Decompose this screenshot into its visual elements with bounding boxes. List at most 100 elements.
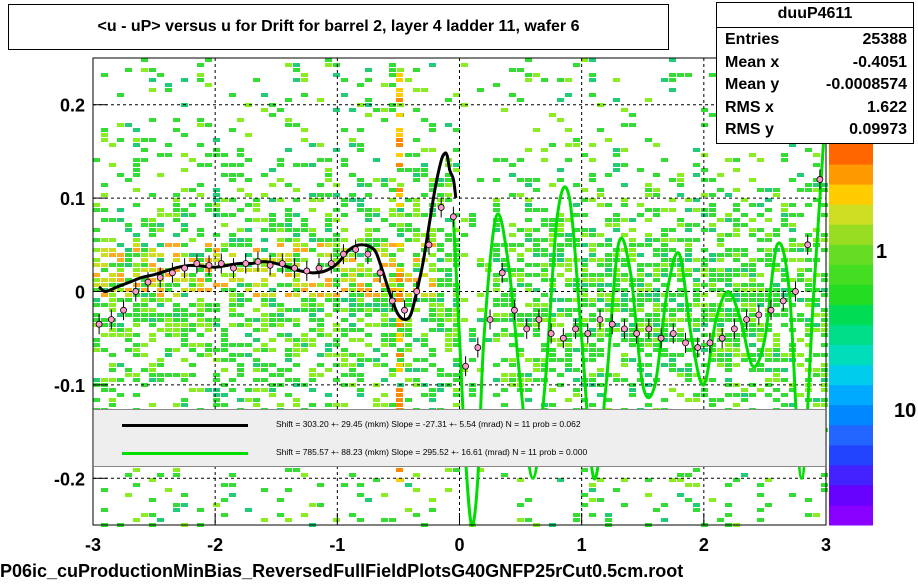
heatmap-cell <box>157 473 164 477</box>
heatmap-cell <box>381 248 388 252</box>
heatmap-cell <box>541 303 548 307</box>
heatmap-cell <box>93 278 100 282</box>
heatmap-cell <box>541 358 548 362</box>
heatmap-cell <box>381 303 388 307</box>
heatmap-cell <box>221 153 228 157</box>
heatmap-cell <box>597 383 604 387</box>
heatmap-cell <box>421 358 428 362</box>
heatmap-cell <box>557 373 564 377</box>
heatmap-cell <box>533 243 540 247</box>
heatmap-cell <box>213 398 220 402</box>
heatmap-cell <box>125 248 132 252</box>
heatmap-cell <box>805 288 812 292</box>
heatmap-cell <box>725 358 732 362</box>
heatmap-cell <box>805 268 812 272</box>
heatmap-cell <box>589 253 596 257</box>
heatmap-cell <box>621 198 628 202</box>
heatmap-cell <box>445 178 452 182</box>
heatmap-cell <box>437 308 444 312</box>
heatmap-cell <box>645 218 652 222</box>
heatmap-cell <box>285 333 292 337</box>
heatmap-cell <box>117 218 124 222</box>
heatmap-cell <box>645 338 652 342</box>
heatmap-cell <box>221 173 228 177</box>
heatmap-cell <box>237 238 244 242</box>
heatmap-cell <box>501 403 508 407</box>
profile-point <box>706 339 714 347</box>
heatmap-cell <box>717 243 724 247</box>
heatmap-cell <box>309 318 316 322</box>
heatmap-cell <box>245 333 252 337</box>
heatmap-cell <box>757 203 764 207</box>
heatmap-cell <box>709 178 716 182</box>
heatmap-cell <box>117 298 124 302</box>
heatmap-cell <box>141 158 148 162</box>
heatmap-cell <box>253 348 260 352</box>
heatmap-cell <box>205 153 212 157</box>
heatmap-cell <box>229 473 236 477</box>
heatmap-cell <box>813 273 820 277</box>
heatmap-cell <box>517 98 524 102</box>
heatmap-cell <box>629 258 636 262</box>
heatmap-cell <box>197 143 204 147</box>
heatmap-cell <box>757 338 764 342</box>
heatmap-cell <box>645 183 652 187</box>
stats-row-mean-x: Mean x -0.4051 <box>725 54 907 76</box>
heatmap-cell <box>629 253 636 257</box>
heatmap-cell <box>293 468 300 472</box>
heatmap-cell <box>109 378 116 382</box>
heatmap-cell <box>373 278 380 282</box>
heatmap-cell <box>413 278 420 282</box>
heatmap-cell <box>133 233 140 237</box>
heatmap-cell <box>245 398 252 402</box>
heatmap-cell <box>189 283 196 287</box>
heatmap-cell <box>125 258 132 262</box>
heatmap-cell <box>429 298 436 302</box>
heatmap-cell <box>445 233 452 237</box>
heatmap-cell <box>293 248 300 252</box>
heatmap-cell <box>477 293 484 297</box>
heatmap-cell <box>573 63 580 67</box>
heatmap-cell <box>573 388 580 392</box>
heatmap-cell <box>429 303 436 307</box>
heatmap-cell <box>629 218 636 222</box>
heatmap-cell <box>821 383 828 387</box>
heatmap-cell <box>629 383 636 387</box>
heatmap-cell <box>277 178 284 182</box>
heatmap-cell <box>509 273 516 277</box>
heatmap-cell <box>357 253 364 257</box>
heatmap-cell <box>613 163 620 167</box>
heatmap-cell <box>557 263 564 267</box>
heatmap-cell <box>477 88 484 92</box>
heatmap-cell <box>653 343 660 347</box>
heatmap-cell <box>413 338 420 342</box>
heatmap-cell <box>309 403 316 407</box>
heatmap-cell <box>725 318 732 322</box>
heatmap-cell <box>693 283 700 287</box>
heatmap-cell <box>493 228 500 232</box>
heatmap-cell <box>677 273 684 277</box>
heatmap-cell <box>677 73 684 77</box>
profile-point <box>621 325 628 333</box>
heatmap-cell <box>349 143 356 147</box>
heatmap-cell <box>117 273 124 277</box>
heatmap-cell <box>357 183 364 187</box>
heatmap-cell <box>525 228 532 232</box>
heatmap-cell <box>653 268 660 272</box>
heatmap-cell <box>261 263 268 267</box>
heatmap-cell <box>325 283 332 287</box>
heatmap-cell <box>389 188 396 192</box>
heatmap-cell <box>645 493 652 497</box>
heatmap-cell <box>141 288 148 292</box>
heatmap-cell <box>581 293 588 297</box>
heatmap-cell <box>645 243 652 247</box>
heatmap-cell <box>277 373 284 377</box>
heatmap-cell <box>733 223 740 227</box>
heatmap-cell <box>261 248 268 252</box>
heatmap-cell <box>581 263 588 267</box>
heatmap-cell <box>741 273 748 277</box>
heatmap-cell <box>725 248 732 252</box>
heatmap-cell <box>493 203 500 207</box>
heatmap-cell <box>133 203 140 207</box>
heatmap-cell <box>813 153 820 157</box>
